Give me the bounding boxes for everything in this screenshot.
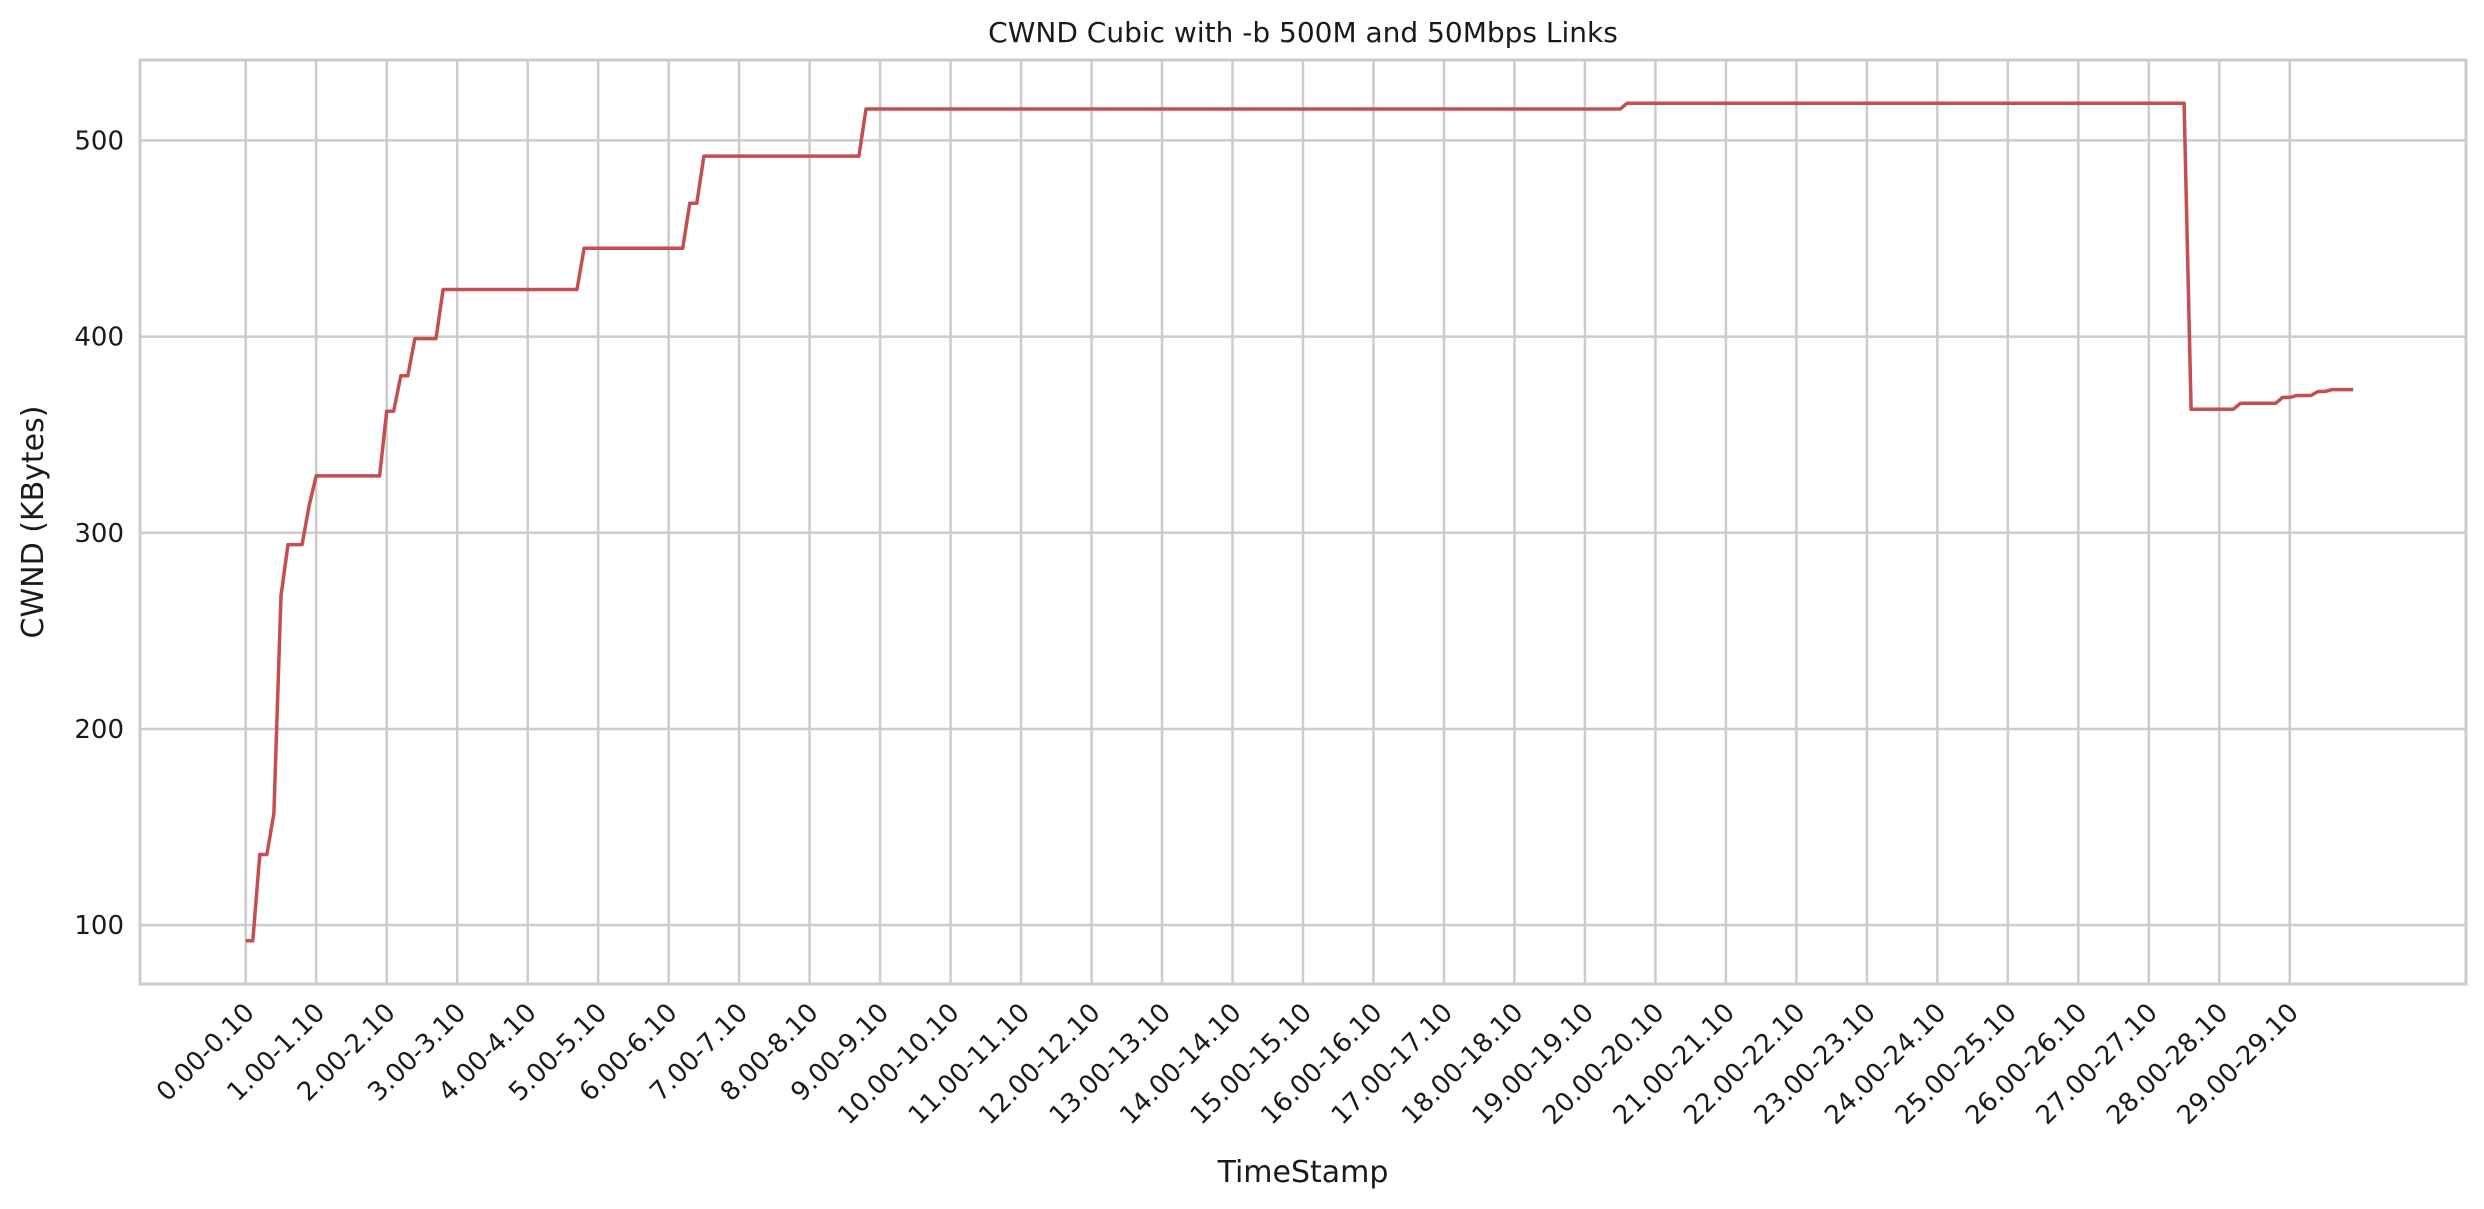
- x-tick-label: 24.00-24.10: [1819, 998, 1952, 1131]
- plot-frame: [138, 58, 2468, 986]
- y-tick-label: 400: [74, 323, 124, 353]
- x-tick-label: 13.00-13.10: [1044, 998, 1177, 1131]
- x-tick-label: 17.00-17.10: [1326, 998, 1459, 1131]
- y-tick-label: 500: [74, 126, 124, 156]
- x-tick-label: 29.00-29.10: [2172, 998, 2305, 1131]
- cwnd-series-line: [245, 101, 2354, 943]
- x-tick-label: 19.00-19.10: [1467, 998, 1600, 1131]
- x-tick-label: 27.00-27.10: [2031, 998, 2164, 1131]
- x-tick-label: 26.00-26.10: [1960, 998, 2093, 1131]
- x-tick-label: 11.00-11.10: [903, 998, 1036, 1131]
- x-tick-labels: 0.00-0.101.00-1.102.00-2.103.00-3.104.00…: [151, 998, 2305, 1131]
- y-tick-label: 200: [74, 715, 124, 745]
- x-tick-label: 12.00-12.10: [973, 998, 1106, 1131]
- grid-lines: [140, 60, 2466, 984]
- x-axis-label: TimeStamp: [1217, 1155, 1389, 1190]
- y-tick-labels: 100 200 300 400 500: [74, 126, 124, 941]
- series-layer: [245, 101, 2354, 943]
- x-tick-label: 21.00-21.10: [1608, 998, 1741, 1131]
- y-tick-label: 300: [74, 519, 124, 549]
- x-tick-label: 20.00-20.10: [1537, 998, 1670, 1131]
- x-tick-label: 28.00-28.10: [2101, 998, 2234, 1131]
- x-tick-label: 23.00-23.10: [1749, 998, 1882, 1131]
- x-tick-label: 10.00-10.10: [832, 998, 965, 1131]
- x-tick-label: 25.00-25.10: [1890, 998, 2023, 1131]
- x-tick-label: 14.00-14.10: [1114, 998, 1247, 1131]
- x-tick-label: 16.00-16.10: [1255, 998, 1388, 1131]
- chart-title: CWND Cubic with -b 500M and 50Mbps Links: [988, 16, 1618, 49]
- x-tick-label: 22.00-22.10: [1678, 998, 1811, 1131]
- x-tick-label: 15.00-15.10: [1185, 998, 1318, 1131]
- y-axis-label: CWND (KBytes): [16, 406, 51, 639]
- y-tick-label: 100: [74, 911, 124, 941]
- x-tick-label: 18.00-18.10: [1396, 998, 1529, 1131]
